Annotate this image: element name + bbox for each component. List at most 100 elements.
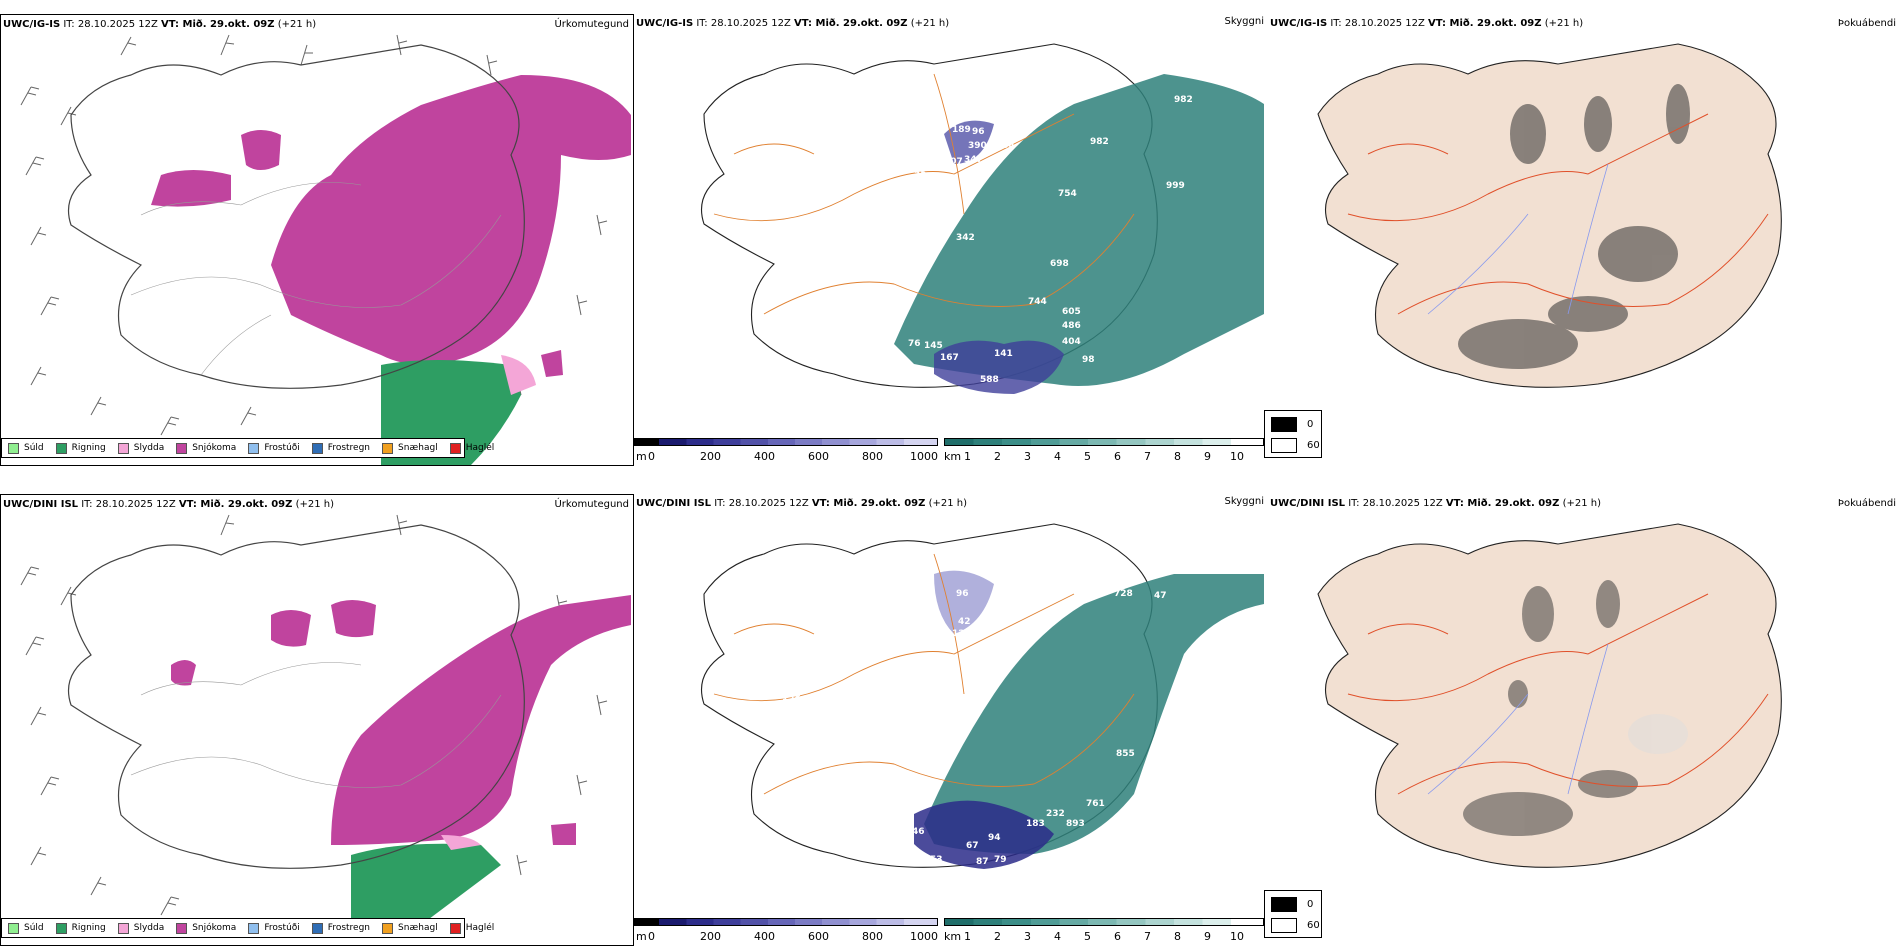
tick-label: 0: [648, 450, 655, 463]
swatch: [117, 442, 129, 454]
visibility-value: 486: [1062, 321, 1081, 331]
panel-title: Þokuábendi: [1837, 498, 1896, 509]
tick-label: 800: [862, 450, 883, 463]
visibility-value: 67: [926, 875, 939, 885]
visibility-value: 342: [956, 233, 975, 243]
roads: [130, 182, 502, 376]
legend-item: Haglél: [449, 922, 494, 934]
snow-area: [171, 595, 631, 845]
tick-label: 4: [1054, 930, 1061, 943]
tick-label: 1000: [910, 450, 938, 463]
visibility-value: 642: [1094, 585, 1113, 595]
visibility-value: 46: [912, 827, 925, 837]
visibility-value: 183: [884, 665, 903, 675]
visibility-value: 189: [952, 125, 971, 135]
lead-time: (+21 h): [907, 18, 950, 29]
tick-label: 400: [754, 450, 775, 463]
wind-barbs: [20, 514, 608, 916]
fog-legend-row1: 0 60: [1264, 410, 1322, 458]
visibility-value: 198: [738, 225, 757, 235]
visibility-value: 67: [966, 841, 979, 851]
model-name: UWC/DINI ISL: [1270, 498, 1346, 509]
unit-label: km: [944, 930, 962, 943]
visibility-value: 183: [1026, 819, 1045, 829]
legend-item: 0: [1271, 417, 1313, 432]
visibility-value: 127: [884, 367, 903, 377]
issue-time: IT: 28.10.2025 12Z: [711, 498, 812, 509]
low-visibility-area: [934, 570, 994, 634]
visibility-value: 53: [930, 855, 943, 865]
low-visibility-area: [934, 340, 1064, 394]
visibility-value: 47: [1154, 591, 1167, 601]
tick-label: 3: [1024, 450, 1031, 463]
visibility-value: 387: [890, 139, 909, 149]
visibility-panel-row2: 96 200 359 614 642 728 47 42 127 367 168…: [634, 494, 1268, 946]
visibility-value: 232: [1046, 809, 1065, 819]
issue-time: IT: 28.10.2025 12Z: [693, 18, 795, 29]
fog-map-row1: [1317, 43, 1782, 388]
tick-label: 10: [1230, 930, 1244, 943]
swatch: [311, 442, 323, 454]
visibility-value: 59: [900, 879, 913, 889]
rain-area: [351, 835, 501, 935]
roads: [1347, 113, 1769, 315]
legend-label: 60: [1307, 440, 1320, 451]
visibility-value: 761: [1086, 799, 1105, 809]
swatch: [1271, 417, 1297, 432]
tick-label: 7: [1144, 450, 1151, 463]
roads: [713, 553, 1135, 795]
visibility-value: 404: [1062, 337, 1081, 347]
visibility-value: 982: [1174, 95, 1193, 105]
precip-map-row2: [20, 514, 631, 935]
swatch: [1271, 897, 1297, 912]
visibility-value: 855: [1116, 749, 1135, 759]
tick-label: 1000: [910, 930, 938, 943]
legend-item: Súld: [8, 442, 44, 454]
model-name: UWC/DINI ISL: [3, 499, 79, 510]
legend-item: Frostregn: [311, 922, 370, 934]
legend-label: Snjókoma: [192, 443, 237, 453]
legend-label: Snæhagl: [398, 443, 438, 453]
lead-time: (+21 h): [1559, 498, 1602, 509]
legend-label: Rigning: [71, 923, 106, 933]
panel-title: Úrkomutegund: [554, 19, 629, 30]
visibility-map-row1: 420 218 337 982 189 96 387 390 504 982 6…: [700, 43, 1264, 409]
tick-label: 4: [1054, 450, 1061, 463]
legend-item: Snæhagl: [382, 922, 438, 934]
legend-item: Snjókoma: [176, 442, 237, 454]
tick-label: 6: [1114, 450, 1121, 463]
tick-label: 6: [1114, 930, 1121, 943]
roads: [1347, 593, 1769, 795]
roads: [713, 73, 1135, 315]
visibility-value: 96: [956, 589, 969, 599]
visibility-value: 614: [1064, 583, 1083, 593]
issue-time: IT: 28.10.2025 12Z: [1327, 18, 1429, 29]
valid-time: VT: Mið. 29.okt. 09Z: [1445, 498, 1560, 509]
tick-label: 400: [754, 930, 775, 943]
swatch: [8, 922, 19, 934]
swatch: [311, 922, 323, 934]
lead-time: (+21 h): [925, 498, 968, 509]
visibility-value: 145: [924, 341, 943, 351]
visibility-value: 138: [782, 693, 801, 703]
visibility-value: 218: [1036, 103, 1055, 113]
visibility-value: 168: [968, 647, 987, 657]
legend-label: Frostúði: [264, 443, 300, 453]
unit-label: km: [944, 450, 962, 463]
panel-title: Úrkomutegund: [554, 499, 629, 510]
legend-label: Súld: [24, 923, 44, 933]
low-visibility-area: [914, 800, 1054, 869]
tick-label: 9: [1204, 450, 1211, 463]
colorbar-km: [944, 918, 1264, 926]
model-name: UWC/IG-IS: [1270, 18, 1328, 29]
legend-item: Rigning: [55, 922, 106, 934]
legend-label: Slydda: [133, 923, 165, 933]
precip-type-panel-row2: UWC/DINI ISL IT: 28.10.2025 12Z VT: Mið.…: [0, 494, 634, 946]
fog-index-panel-row1: UWC/IG-IS IT: 28.10.2025 12Z VT: Mið. 29…: [1268, 14, 1900, 466]
legend-item: 60: [1271, 438, 1320, 453]
colorbar-km: [944, 438, 1264, 446]
visibility-value: 79: [994, 855, 1007, 865]
visibility-value: 420: [1016, 99, 1035, 109]
legend-label: Haglél: [465, 443, 495, 453]
fog-shading: [1463, 580, 1688, 836]
